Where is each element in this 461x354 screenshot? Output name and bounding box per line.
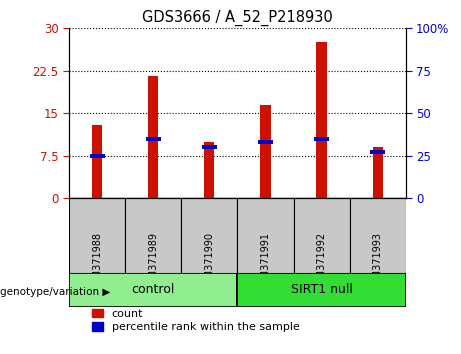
Bar	[372, 147, 383, 198]
Bar	[181, 198, 237, 273]
Bar	[125, 198, 181, 273]
Bar	[92, 125, 102, 198]
Title: GDS3666 / A_52_P218930: GDS3666 / A_52_P218930	[142, 9, 333, 25]
Text: control: control	[131, 283, 175, 296]
Text: GSM371988: GSM371988	[92, 232, 102, 291]
Text: GSM371991: GSM371991	[260, 232, 271, 291]
Bar	[314, 137, 329, 141]
Legend: count, percentile rank within the sample: count, percentile rank within the sample	[92, 309, 299, 332]
Bar	[260, 105, 271, 198]
Bar	[294, 198, 349, 273]
Bar	[237, 273, 406, 307]
Bar	[89, 154, 105, 158]
Text: SIRT1 null: SIRT1 null	[290, 283, 353, 296]
Bar	[202, 145, 217, 149]
Text: GSM371990: GSM371990	[204, 232, 214, 291]
Bar	[237, 198, 294, 273]
Text: GSM371989: GSM371989	[148, 232, 158, 291]
Bar	[258, 139, 273, 144]
Bar	[349, 198, 406, 273]
Bar	[69, 198, 125, 273]
Bar	[148, 76, 158, 198]
Bar	[69, 273, 237, 307]
Text: GSM371993: GSM371993	[372, 232, 383, 291]
Bar	[204, 142, 214, 198]
Text: genotype/variation ▶: genotype/variation ▶	[0, 287, 110, 297]
Bar	[370, 150, 385, 154]
Bar	[317, 42, 326, 198]
Bar	[146, 137, 161, 141]
Text: GSM371992: GSM371992	[317, 232, 326, 291]
